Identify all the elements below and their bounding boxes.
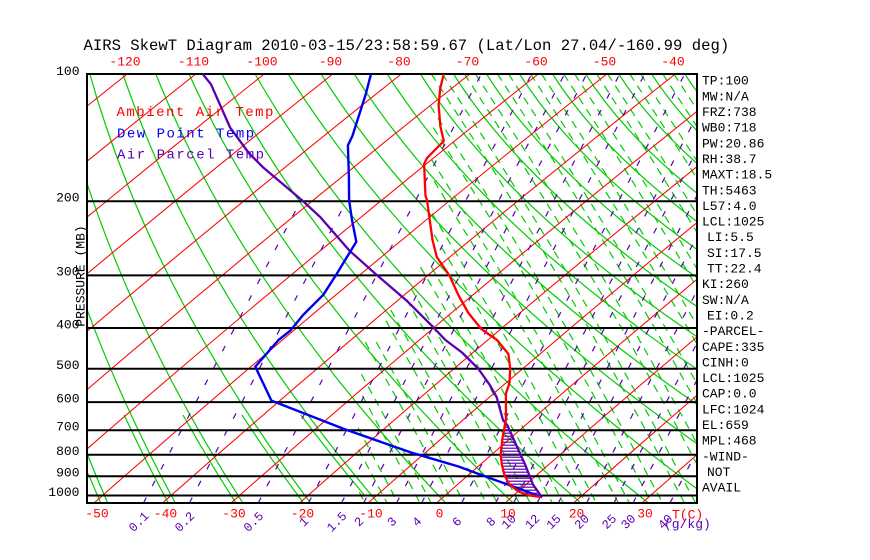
svg-text:MPL:468: MPL:468 — [702, 434, 757, 449]
svg-text:-20: -20 — [291, 507, 314, 522]
svg-text:-40: -40 — [661, 55, 684, 70]
svg-text:MW:N/A: MW:N/A — [702, 89, 749, 104]
svg-text:KI:260: KI:260 — [702, 277, 749, 292]
svg-text:FRZ:738: FRZ:738 — [702, 105, 757, 120]
svg-text:MAXT:18.5: MAXT:18.5 — [702, 168, 772, 183]
svg-text:-50: -50 — [593, 55, 616, 70]
svg-text:600: 600 — [56, 391, 79, 406]
svg-text:-60: -60 — [524, 55, 547, 70]
svg-text:0: 0 — [436, 507, 444, 522]
svg-text:RH:38.7: RH:38.7 — [702, 152, 757, 167]
svg-text:LCL:1025: LCL:1025 — [702, 215, 764, 230]
svg-text:(g/kg): (g/kg) — [664, 517, 711, 532]
svg-text:-PARCEL-: -PARCEL- — [702, 324, 764, 339]
svg-text:Ambient Air Temp: Ambient Air Temp — [117, 105, 275, 121]
svg-text:LI:5.5: LI:5.5 — [707, 230, 754, 245]
svg-text:CINH:0: CINH:0 — [702, 355, 749, 370]
svg-text:400: 400 — [56, 317, 79, 332]
svg-text:-10: -10 — [359, 507, 382, 522]
svg-text:-120: -120 — [109, 55, 140, 70]
svg-text:500: 500 — [56, 358, 79, 373]
svg-text:T(C): T(C) — [672, 508, 703, 523]
svg-text:TH:5463: TH:5463 — [702, 183, 757, 198]
svg-text:800: 800 — [56, 444, 79, 459]
svg-text:-110: -110 — [178, 55, 209, 70]
svg-text:-90: -90 — [319, 55, 342, 70]
svg-text:200: 200 — [56, 191, 79, 206]
svg-text:-100: -100 — [246, 55, 277, 70]
svg-text:20: 20 — [569, 507, 585, 522]
svg-text:AIRS SkewT Diagram 2010-03-15/: AIRS SkewT Diagram 2010-03-15/23:58:59.6… — [84, 37, 730, 55]
svg-text:PW:20.86: PW:20.86 — [702, 136, 764, 151]
svg-text:-50: -50 — [85, 507, 108, 522]
svg-text:10: 10 — [500, 507, 516, 522]
svg-text:-WIND-: -WIND- — [702, 449, 749, 464]
svg-text:EI:0.2: EI:0.2 — [707, 308, 754, 323]
svg-text:WB0:718: WB0:718 — [702, 121, 757, 136]
svg-text:TP:100: TP:100 — [702, 74, 749, 89]
svg-text:900: 900 — [56, 466, 79, 481]
svg-text:LCL:1025: LCL:1025 — [702, 371, 764, 386]
svg-text:-70: -70 — [456, 55, 479, 70]
svg-text:NOT: NOT — [707, 465, 731, 480]
svg-text:1000: 1000 — [48, 485, 79, 500]
svg-text:Dew Point Temp: Dew Point Temp — [117, 127, 256, 143]
svg-text:-30: -30 — [222, 507, 245, 522]
svg-text:SW:N/A: SW:N/A — [702, 293, 749, 308]
svg-text:LFC:1024: LFC:1024 — [702, 402, 765, 417]
svg-text:300: 300 — [56, 265, 79, 280]
svg-text:L57:4.0: L57:4.0 — [702, 199, 757, 214]
svg-text:-40: -40 — [154, 507, 177, 522]
svg-text:-80: -80 — [387, 55, 410, 70]
svg-text:700: 700 — [56, 420, 79, 435]
svg-text:TT:22.4: TT:22.4 — [707, 262, 762, 277]
svg-text:PRESSURE (MB): PRESSURE (MB) — [74, 225, 89, 326]
svg-text:100: 100 — [56, 64, 79, 79]
svg-text:CAP:0.0: CAP:0.0 — [702, 387, 757, 402]
svg-text:SI:17.5: SI:17.5 — [707, 246, 762, 261]
svg-text:Air Parcel Temp: Air Parcel Temp — [117, 148, 266, 164]
svg-text:EL:659: EL:659 — [702, 418, 749, 433]
svg-text:AVAIL: AVAIL — [702, 481, 741, 496]
svg-text:CAPE:335: CAPE:335 — [702, 340, 764, 355]
svg-text:30: 30 — [637, 507, 653, 522]
